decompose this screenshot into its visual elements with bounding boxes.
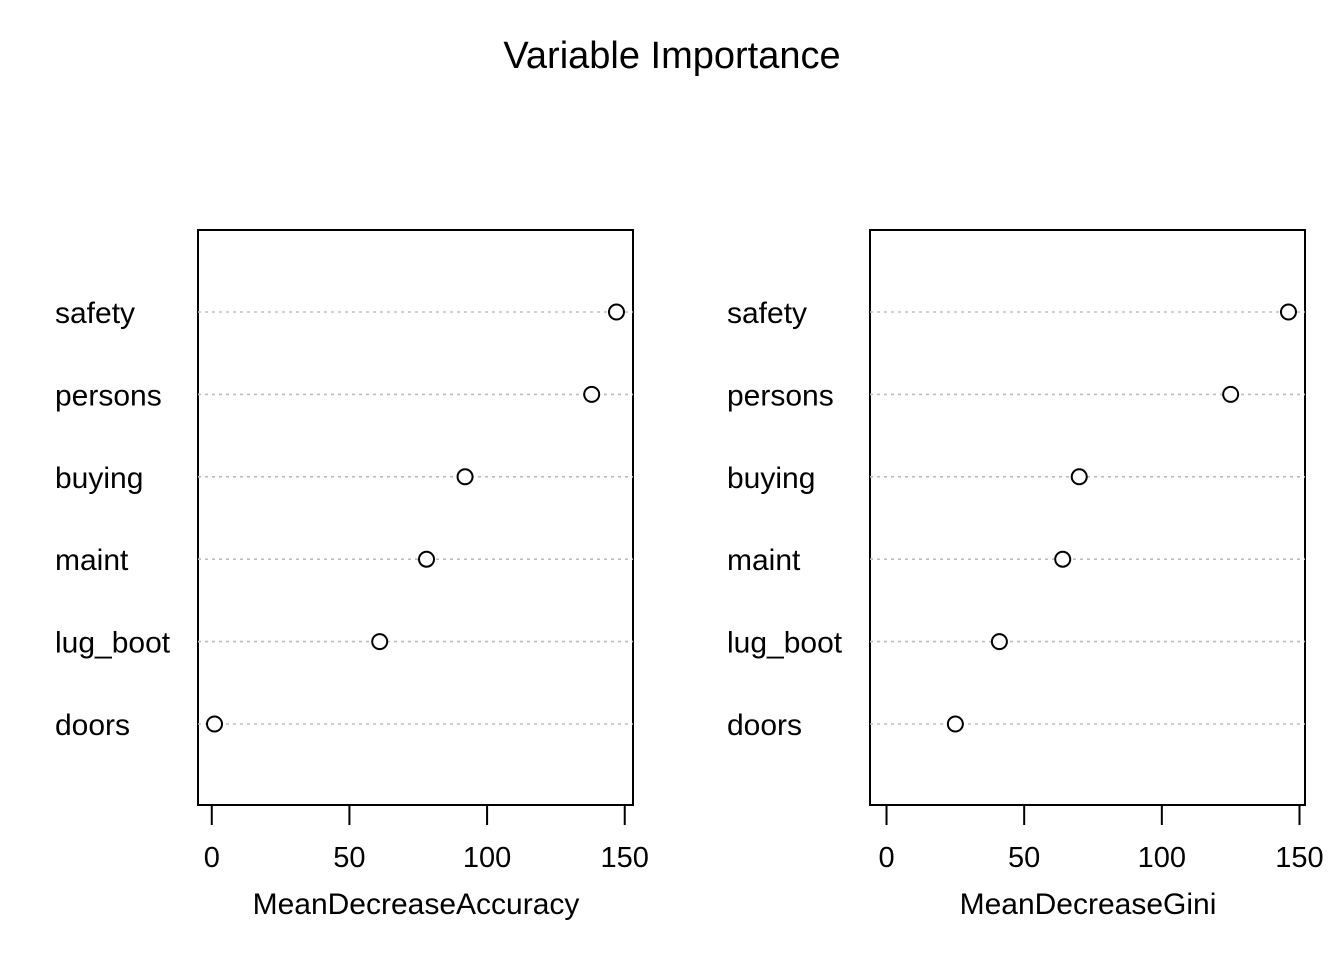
gini-x-tick-label: 150 (1275, 842, 1323, 874)
gini-category-label: maint (727, 544, 801, 577)
accuracy-data-point (607, 303, 625, 321)
accuracy-category-label: maint (55, 544, 129, 577)
accuracy-x-tick-label: 50 (333, 842, 365, 874)
accuracy-x-axis-label: MeanDecreaseAccuracy (253, 888, 580, 921)
accuracy-x-tick-label: 100 (463, 842, 511, 874)
accuracy-panel: MeanDecreaseAccuracy safety persons buying… (55, 229, 649, 921)
gini-data-point (1222, 385, 1240, 403)
gini-x-tick-label: 0 (878, 842, 894, 874)
gini-plot-frame (869, 229, 1306, 806)
accuracy-category-label: safety (55, 297, 135, 330)
gini-category-label: doors (727, 709, 802, 742)
accuracy-data-point (456, 468, 474, 486)
accuracy-category-label: persons (55, 379, 162, 412)
gini-x-axis-label: MeanDecreaseGini (960, 888, 1217, 921)
gini-category-label: persons (727, 379, 834, 412)
gini-panel: MeanDecreaseGini safety persons buying main… (727, 229, 1324, 921)
accuracy-plot-frame (197, 229, 634, 806)
gini-data-point (1279, 303, 1297, 321)
accuracy-data-point (418, 550, 436, 568)
accuracy-category-label: lug_boot (55, 627, 171, 660)
gini-data-point (946, 715, 964, 733)
gini-category-label: safety (727, 297, 807, 330)
gini-x-tick-label: 100 (1138, 842, 1186, 874)
gini-data-point (1054, 550, 1072, 568)
accuracy-category-label: buying (55, 462, 143, 495)
accuracy-category-label: doors (55, 709, 130, 742)
accuracy-x-tick-label: 150 (601, 842, 649, 874)
accuracy-data-point (206, 715, 224, 733)
accuracy-x-tick-label: 0 (204, 842, 220, 874)
gini-data-point (1070, 468, 1088, 486)
chart-title: Variable Importance (503, 35, 840, 77)
gini-category-label: buying (727, 462, 815, 495)
gini-data-point (990, 633, 1008, 651)
accuracy-data-point (583, 385, 601, 403)
accuracy-data-point (371, 633, 389, 651)
gini-x-tick-label: 50 (1008, 842, 1040, 874)
gini-category-label: lug_boot (727, 627, 843, 660)
